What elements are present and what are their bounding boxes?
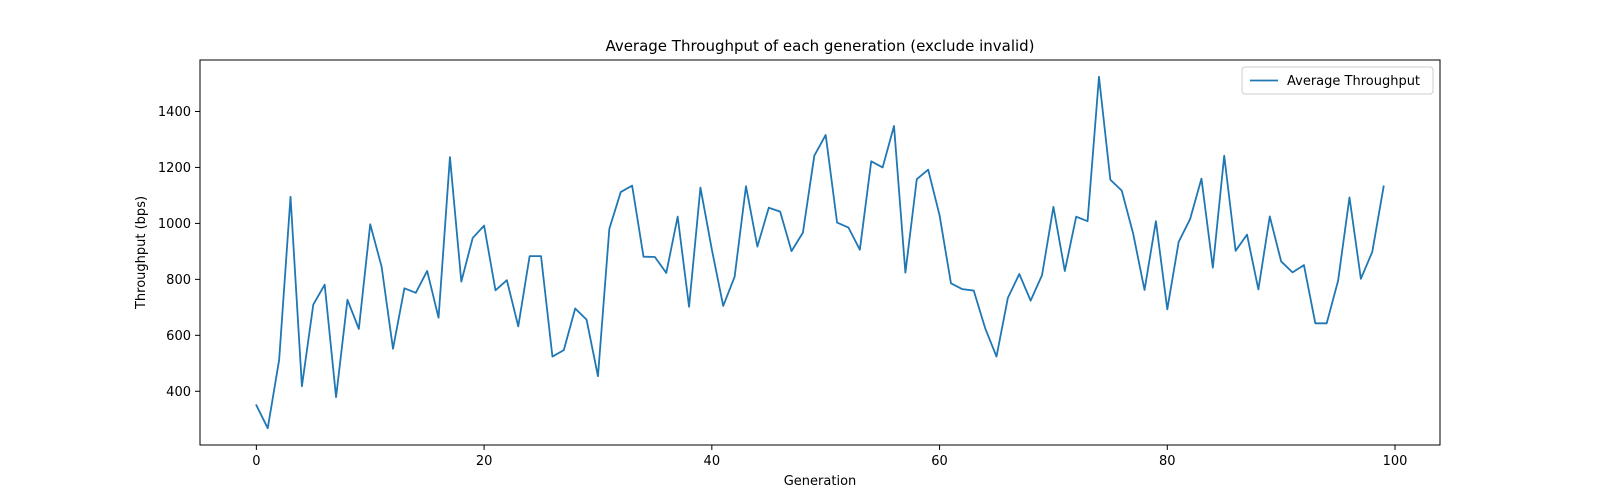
x-axis-label: Generation [784, 474, 857, 489]
x-tick-label: 40 [704, 454, 721, 469]
x-axis-ticks: 0 20 40 60 80 100 [252, 445, 1407, 469]
series-group [255, 75, 1385, 430]
plot-frame [199, 59, 1441, 446]
y-axis-ticks: 400 600 800 1000 1200 1400 [158, 105, 200, 400]
y-tick-label: 1400 [158, 105, 191, 120]
chart-title: Average Throughput of each generation (e… [605, 37, 1034, 55]
x-tick-label: 60 [931, 454, 948, 469]
series-line [255, 75, 1385, 430]
y-tick-label: 1200 [158, 161, 191, 176]
legend-label: Average Throughput [1287, 74, 1420, 89]
y-tick-label: 600 [166, 329, 191, 344]
y-tick-label: 400 [166, 385, 191, 400]
y-axis-label: Throughput (bps) [134, 196, 149, 310]
x-tick-label: 20 [476, 454, 493, 469]
legend-box [1241, 66, 1434, 95]
y-tick-label: 1000 [158, 217, 191, 232]
x-tick-label: 100 [1383, 454, 1408, 469]
x-tick-label: 0 [252, 454, 260, 469]
plot-area [200, 60, 1440, 445]
x-tick-label: 80 [1159, 454, 1176, 469]
legend: Average Throughput [1241, 66, 1434, 95]
y-tick-label: 800 [166, 273, 191, 288]
